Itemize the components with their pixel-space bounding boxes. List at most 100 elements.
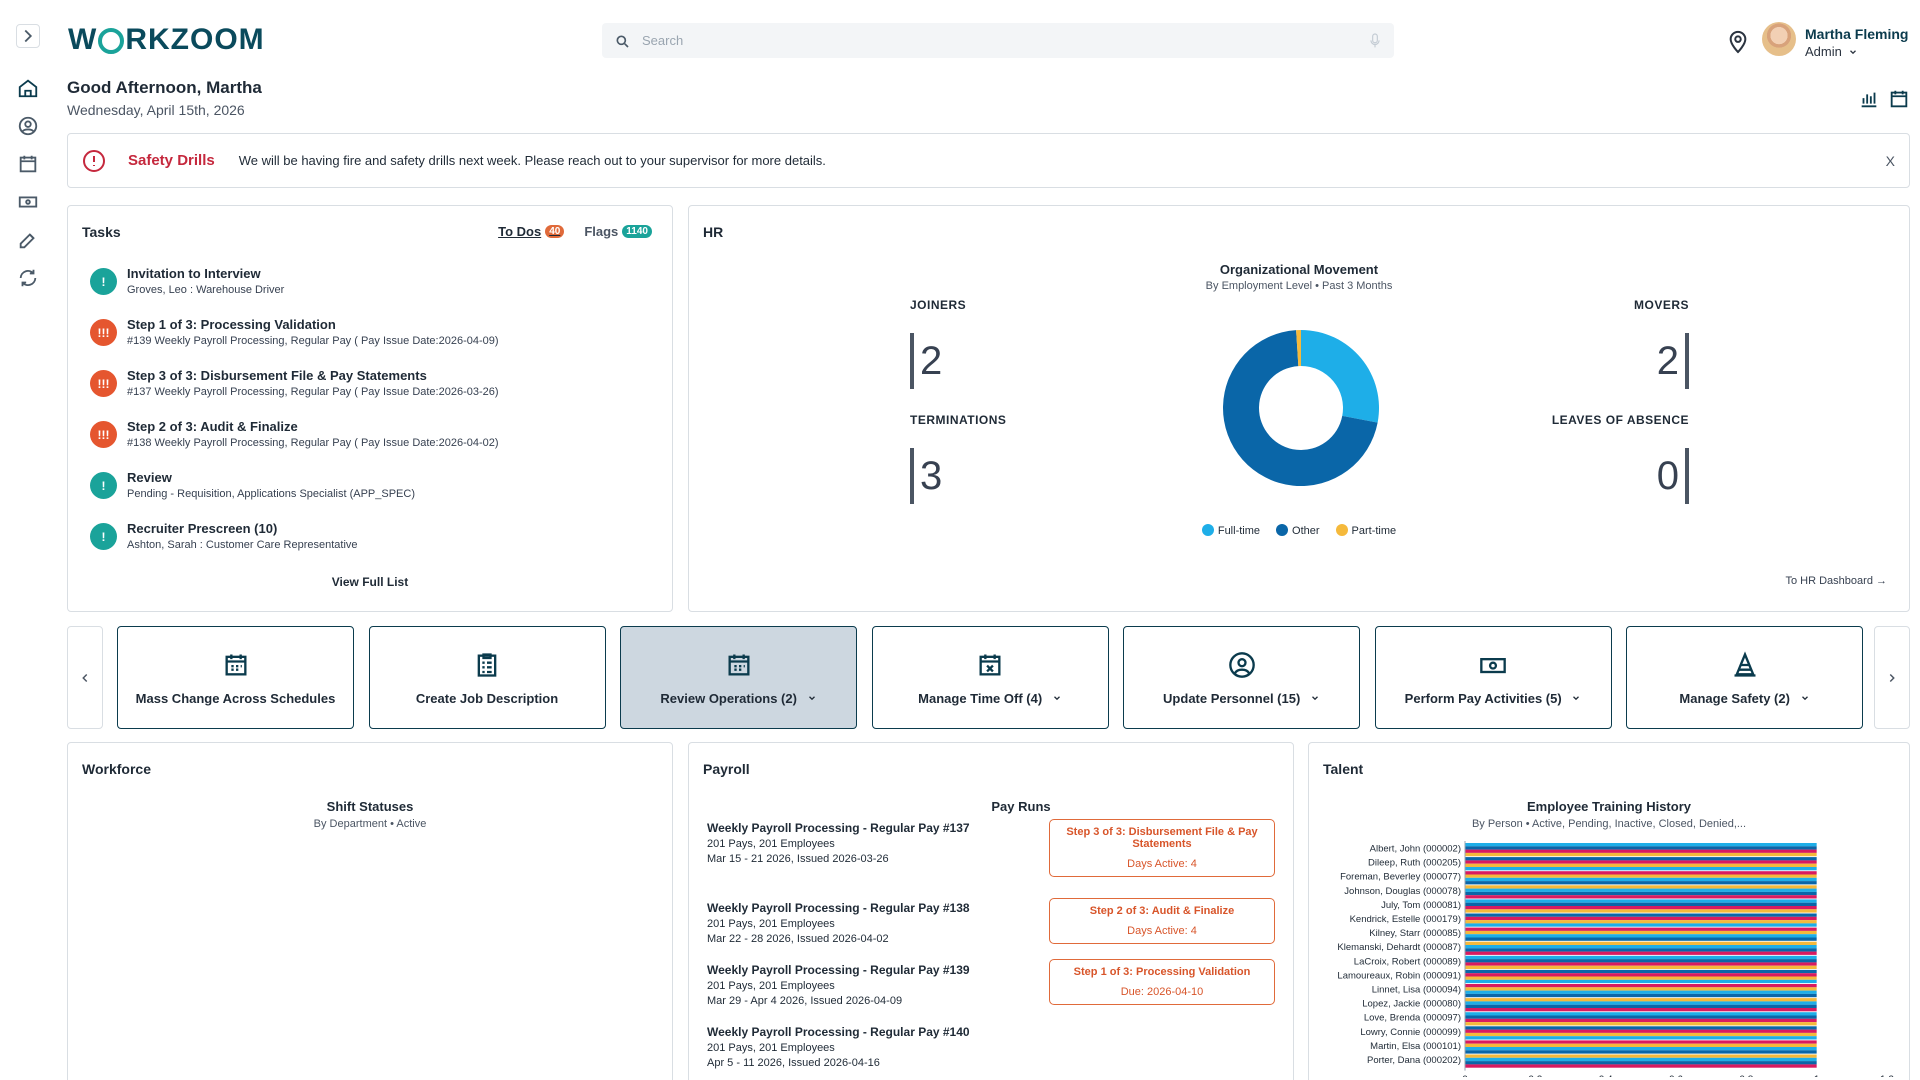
training-bar[interactable]	[1465, 885, 1817, 889]
task-title[interactable]: Review	[127, 470, 172, 485]
training-bar[interactable]	[1465, 955, 1817, 960]
training-bar[interactable]	[1465, 1050, 1817, 1054]
pay-run-item[interactable]: Weekly Payroll Processing - Regular Pay …	[707, 963, 970, 1007]
training-bar[interactable]	[1465, 1057, 1817, 1062]
tab-flags[interactable]: Flags 1140	[584, 224, 652, 239]
training-bar[interactable]	[1465, 843, 1817, 847]
training-bar[interactable]	[1465, 860, 1817, 864]
task-title[interactable]: Step 3 of 3: Disbursement File & Pay Sta…	[127, 368, 427, 383]
training-bar[interactable]	[1465, 965, 1817, 969]
pay-run-item[interactable]: Weekly Payroll Processing - Regular Pay …	[707, 1025, 970, 1069]
training-bar[interactable]	[1465, 863, 1817, 867]
pay-run-step-button[interactable]: Step 1 of 3: Processing Validation Due: 2…	[1049, 959, 1275, 1005]
training-bar[interactable]	[1465, 1036, 1817, 1040]
training-bar[interactable]	[1465, 1008, 1817, 1012]
training-bar[interactable]	[1465, 1064, 1817, 1068]
legend-item[interactable]: Other	[1276, 524, 1320, 537]
task-item[interactable]: !!! Step 2 of 3: Audit & Finalize #138 Wee…	[90, 419, 499, 449]
search-input[interactable]	[642, 33, 1342, 48]
alert-close-button[interactable]: X	[1885, 152, 1895, 169]
training-bar[interactable]	[1465, 951, 1817, 955]
task-item[interactable]: !!! Step 3 of 3: Disbursement File & Pay …	[90, 368, 499, 398]
calendar-icon[interactable]	[1888, 88, 1910, 110]
training-bar[interactable]	[1465, 976, 1817, 980]
training-bar[interactable]	[1465, 969, 1817, 974]
chevron-right-icon[interactable]	[16, 24, 40, 48]
task-item[interactable]: ! Invitation to Interview Groves, Leo : Wa…	[90, 266, 284, 296]
training-bar[interactable]	[1465, 1015, 1817, 1019]
training-bar[interactable]	[1465, 902, 1817, 906]
carousel-next-button[interactable]	[1874, 626, 1910, 729]
training-bar[interactable]	[1465, 934, 1817, 938]
training-bar[interactable]	[1465, 990, 1817, 994]
training-bar[interactable]	[1465, 1032, 1817, 1037]
training-bar[interactable]	[1465, 1018, 1817, 1023]
training-bar[interactable]	[1465, 888, 1817, 892]
training-bar[interactable]	[1465, 857, 1817, 861]
training-bar[interactable]	[1465, 941, 1817, 945]
training-bar[interactable]	[1465, 920, 1817, 924]
quick-action-button[interactable]: Manage Safety (2)	[1626, 626, 1863, 729]
bar-chart-icon[interactable]	[1858, 88, 1880, 110]
joiners-value[interactable]: 2	[910, 333, 942, 389]
training-bar[interactable]	[1465, 959, 1817, 963]
training-bar[interactable]	[1465, 1004, 1817, 1008]
pay-run-item[interactable]: Weekly Payroll Processing - Regular Pay …	[707, 821, 970, 865]
donut-slice-other[interactable]	[1223, 330, 1378, 486]
task-item[interactable]: ! Recruiter Prescreen (10) Ashton, Sarah :…	[90, 521, 358, 551]
training-bar[interactable]	[1465, 916, 1817, 921]
training-bar[interactable]	[1465, 948, 1817, 952]
org-movement-donut[interactable]	[1221, 328, 1381, 488]
training-bar[interactable]	[1465, 979, 1817, 984]
training-bar[interactable]	[1465, 987, 1817, 991]
avatar[interactable]	[1762, 22, 1796, 56]
quick-action-button[interactable]: Create Job Description	[368, 626, 606, 729]
task-item[interactable]: ! Review Pending - Requisition, Applicatio…	[90, 470, 415, 500]
training-history-chart[interactable]: Albert, John (000002) Dileep, Ruth (00020…	[1309, 837, 1909, 1077]
pay-run-item[interactable]: Weekly Payroll Processing - Regular Pay …	[707, 901, 970, 945]
training-bar[interactable]	[1465, 913, 1817, 917]
sync-icon[interactable]	[14, 264, 42, 292]
training-bar[interactable]	[1465, 849, 1817, 853]
user-name[interactable]: Martha Fleming	[1805, 26, 1909, 42]
tab-todos[interactable]: To Dos 40	[498, 224, 565, 239]
leaves-of-absence-value[interactable]: 0	[1657, 448, 1689, 504]
donut-slice-full-time[interactable]	[1301, 330, 1379, 423]
donut-slice-part-time[interactable]	[1296, 330, 1301, 367]
training-bar[interactable]	[1465, 927, 1817, 931]
training-bar[interactable]	[1465, 1061, 1817, 1065]
training-bar[interactable]	[1465, 962, 1817, 966]
training-bar[interactable]	[1465, 1040, 1817, 1044]
training-bar[interactable]	[1465, 874, 1817, 878]
task-item[interactable]: !!! Step 1 of 3: Processing Validation #13…	[90, 317, 499, 347]
location-pin-icon[interactable]	[1727, 28, 1749, 54]
training-bar[interactable]	[1465, 899, 1817, 903]
training-bar[interactable]	[1465, 1054, 1817, 1058]
to-hr-dashboard-link[interactable]: To HR Dashboard →	[1785, 575, 1888, 587]
training-bar[interactable]	[1465, 852, 1817, 857]
training-bar[interactable]	[1465, 891, 1817, 896]
home-icon[interactable]	[14, 74, 42, 102]
training-bar[interactable]	[1465, 881, 1817, 885]
training-bar[interactable]	[1465, 871, 1817, 875]
training-bar[interactable]	[1465, 1029, 1817, 1033]
training-bar[interactable]	[1465, 906, 1817, 910]
training-bar[interactable]	[1465, 930, 1817, 935]
quick-action-button[interactable]: Manage Time Off (4)	[871, 626, 1109, 729]
training-bar[interactable]	[1465, 909, 1817, 913]
legend-item[interactable]: Full-time	[1201, 524, 1260, 537]
training-bar[interactable]	[1465, 998, 1817, 1002]
training-bar[interactable]	[1465, 1043, 1817, 1047]
quick-action-button[interactable]: Update Personnel (15)	[1123, 626, 1360, 729]
training-bar[interactable]	[1465, 993, 1817, 998]
edit-icon[interactable]	[14, 226, 42, 254]
pay-run-step-button[interactable]: Step 3 of 3: Disbursement File & Pay Sta…	[1049, 819, 1275, 877]
training-bar[interactable]	[1465, 1001, 1817, 1005]
training-bar[interactable]	[1465, 867, 1817, 871]
training-bar[interactable]	[1465, 945, 1817, 949]
quick-action-button[interactable]: Perform Pay Activities (5)	[1374, 626, 1612, 729]
training-bar[interactable]	[1465, 937, 1817, 941]
training-bar[interactable]	[1465, 1026, 1817, 1030]
training-bar[interactable]	[1465, 923, 1817, 927]
workzoom-logo[interactable]: W RKZOOM	[68, 23, 265, 56]
